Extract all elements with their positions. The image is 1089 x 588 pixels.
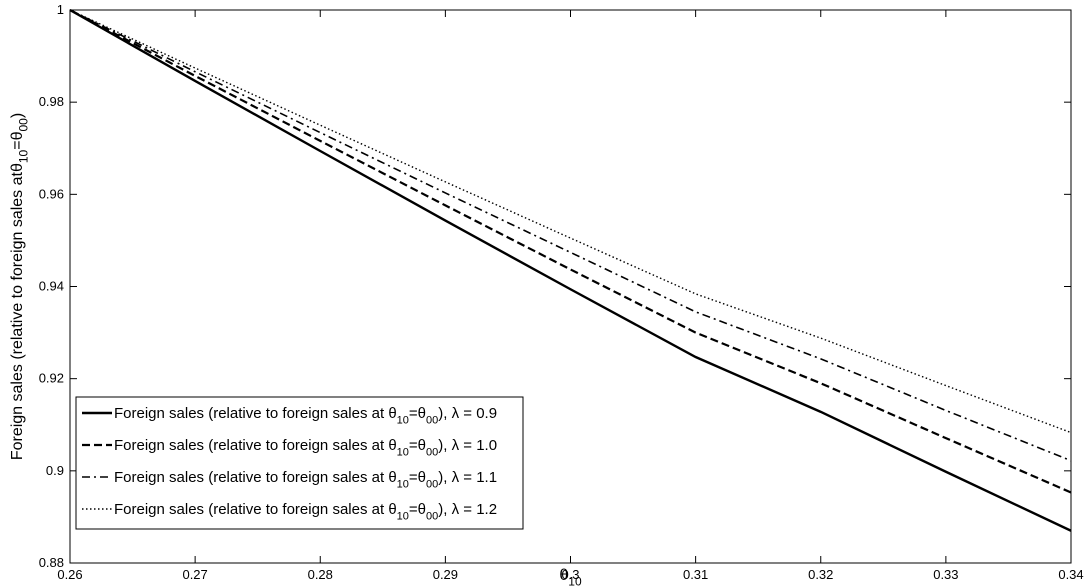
y-tick-label: 0.9 [46, 463, 64, 478]
axis-ticks: 0.26 0.27 0.28 0.29 0.3 0.31 0.32 0.33 0.34 0.88 0… [39, 2, 1084, 582]
x-tick-label: 0.27 [182, 567, 207, 582]
y-axis-label: Foreign sales (relative to foreign sales… [9, 113, 31, 460]
y-tick-label: 0.98 [39, 94, 64, 109]
x-tick-label: 0.33 [933, 567, 958, 582]
x-tick-label: 0.32 [808, 567, 833, 582]
series-line-4 [69, 9, 1072, 434]
x-tick-label: 0.3 [561, 567, 579, 582]
x-axis-label: θ10​ [559, 567, 582, 588]
y-tick-label: 0.92 [39, 371, 64, 386]
legend-label: Foreign sales (relative to foreign sales… [114, 437, 497, 458]
x-tick-label: 0.26 [57, 567, 82, 582]
x-tick-label: 0.34 [1058, 567, 1083, 582]
legend: Foreign sales (relative to foreign sales… [75, 396, 524, 530]
series-line-2 [69, 9, 1072, 494]
legend-label: Foreign sales (relative to foreign sales… [114, 501, 497, 522]
y-tick-label: 0.94 [39, 279, 64, 294]
series-line-1 [69, 8, 1072, 532]
series-line-3 [69, 9, 1072, 462]
legend-label: Foreign sales (relative to foreign sales… [114, 405, 497, 426]
legend-box [75, 396, 524, 530]
y-tick-label: 0.88 [39, 555, 64, 570]
x-tick-label: 0.29 [433, 567, 458, 582]
x-tick-label: 0.31 [683, 567, 708, 582]
y-tick-label: 0.96 [39, 186, 64, 201]
x-tick-label: 0.28 [308, 567, 333, 582]
legend-label: Foreign sales (relative to foreign sales… [114, 469, 497, 490]
y-tick-label: 1 [57, 2, 64, 17]
series-lines [69, 8, 1072, 532]
